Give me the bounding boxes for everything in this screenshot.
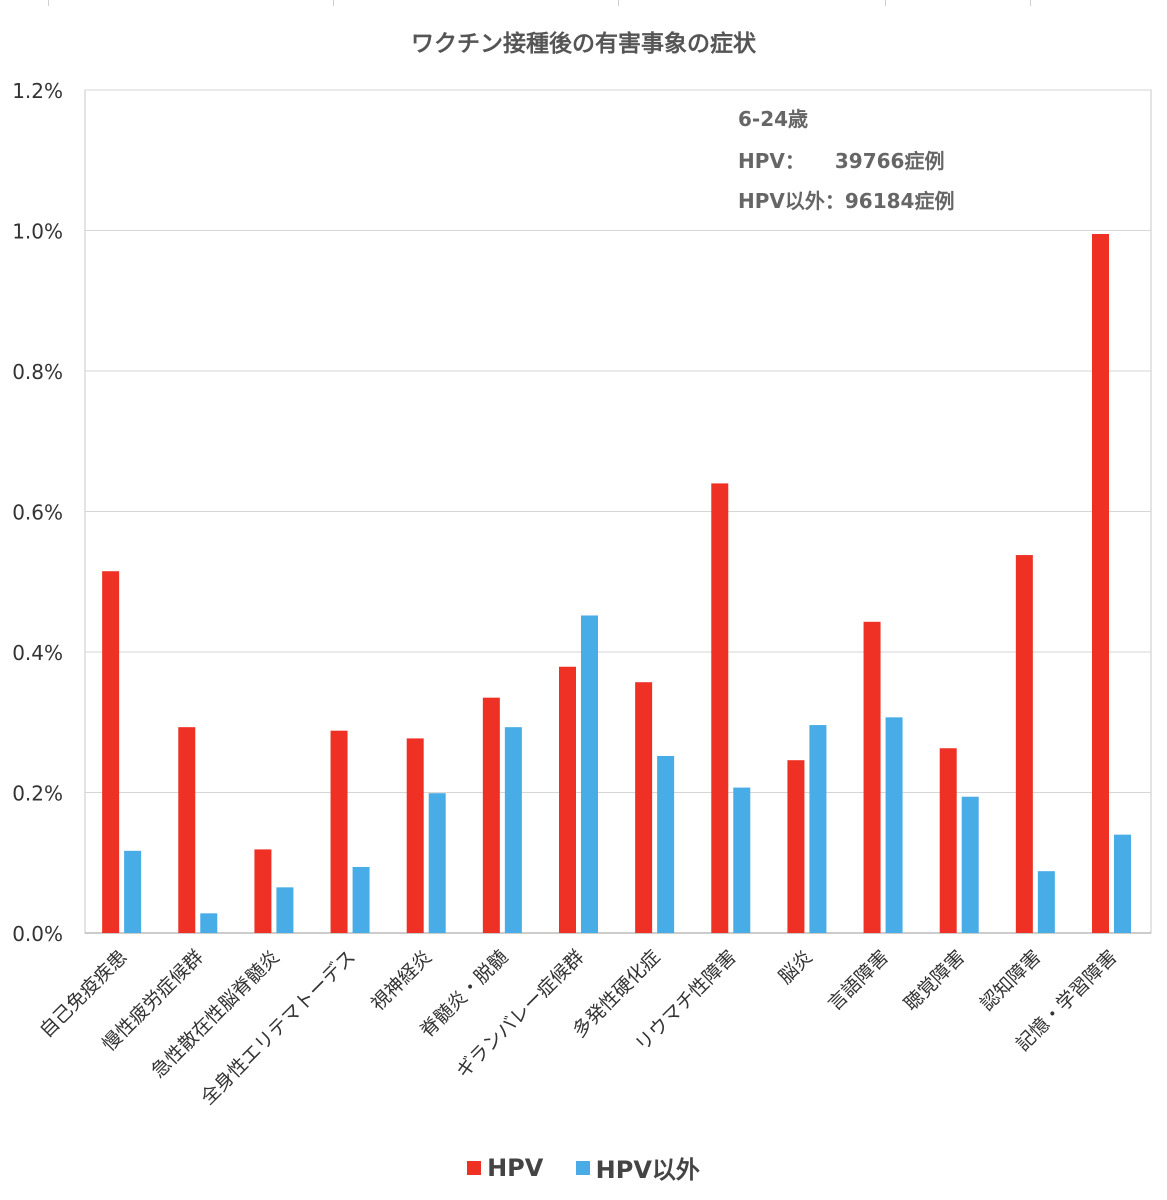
bar-non-hpv	[885, 717, 903, 933]
bar-non-hpv	[352, 866, 370, 933]
legend-label-non-hpv: HPV以外	[595, 1156, 700, 1184]
bar-hpv	[482, 697, 500, 933]
x-tick-label: 聴覚障害	[900, 946, 969, 1015]
annotation-age: 6-24歳	[738, 107, 809, 131]
bar-hpv	[635, 682, 653, 933]
y-tick-label: 1.0%	[12, 220, 63, 244]
annotation-hpv-cases: HPV： 39766症例	[738, 149, 945, 173]
legend-swatch-non-hpv	[575, 1160, 590, 1175]
bar-hpv	[711, 483, 729, 933]
legend-item-hpv: HPV	[467, 1153, 543, 1182]
legend: HPV HPV以外	[0, 1150, 1167, 1185]
legend-item-non-hpv: HPV以外	[575, 1150, 700, 1185]
x-tick-label: 全身性エリテマトーデス	[197, 946, 360, 1109]
bar-non-hpv	[200, 913, 218, 933]
x-tick-label: 脳炎	[774, 946, 816, 988]
bar-non-hpv	[961, 796, 979, 933]
chart-title: ワクチン接種後の有害事象の症状	[411, 31, 756, 57]
x-tick-label: 視神経炎	[367, 946, 436, 1015]
bar-hpv	[254, 849, 272, 933]
frame-top-edge	[0, 0, 1167, 6]
y-tick-label: 1.2%	[12, 79, 63, 103]
y-tick-label: 0.4%	[12, 641, 63, 665]
bar-hpv	[102, 571, 120, 933]
y-tick-label: 0.8%	[12, 360, 63, 384]
bar-non-hpv	[276, 887, 294, 933]
bar-hpv	[1091, 234, 1109, 933]
bar-non-hpv	[1113, 834, 1131, 933]
bar-hpv	[863, 621, 881, 933]
bar-hpv	[939, 748, 957, 933]
bar-hpv	[787, 760, 805, 933]
bar-non-hpv	[428, 793, 446, 933]
bar-non-hpv	[1037, 871, 1055, 933]
bar-hpv	[330, 730, 348, 933]
bar-non-hpv	[733, 787, 751, 933]
bar-non-hpv	[504, 727, 522, 933]
y-tick-label: 0.2%	[12, 782, 63, 806]
bar-non-hpv	[809, 725, 827, 933]
y-tick-label: 0.0%	[12, 922, 63, 946]
legend-swatch-hpv	[467, 1160, 482, 1175]
legend-label-hpv: HPV	[487, 1153, 544, 1182]
x-tick-label: 認知障害	[976, 946, 1045, 1015]
bar-non-hpv	[657, 755, 675, 933]
x-tick-label: 言語障害	[824, 946, 893, 1015]
annotation-non-hpv-cases: HPV以外：96184症例	[738, 189, 955, 213]
bar-hpv	[558, 666, 576, 933]
bar-non-hpv	[124, 850, 142, 933]
bar-non-hpv	[580, 615, 598, 933]
bar-hpv	[406, 738, 424, 933]
x-tick-label: 急性散在性脳脊髄炎	[147, 946, 283, 1082]
bar-hpv	[178, 727, 196, 933]
bar-hpv	[1015, 555, 1033, 933]
y-tick-label: 0.6%	[12, 501, 63, 525]
x-tick-label: ギランバレー症候群	[452, 946, 588, 1082]
